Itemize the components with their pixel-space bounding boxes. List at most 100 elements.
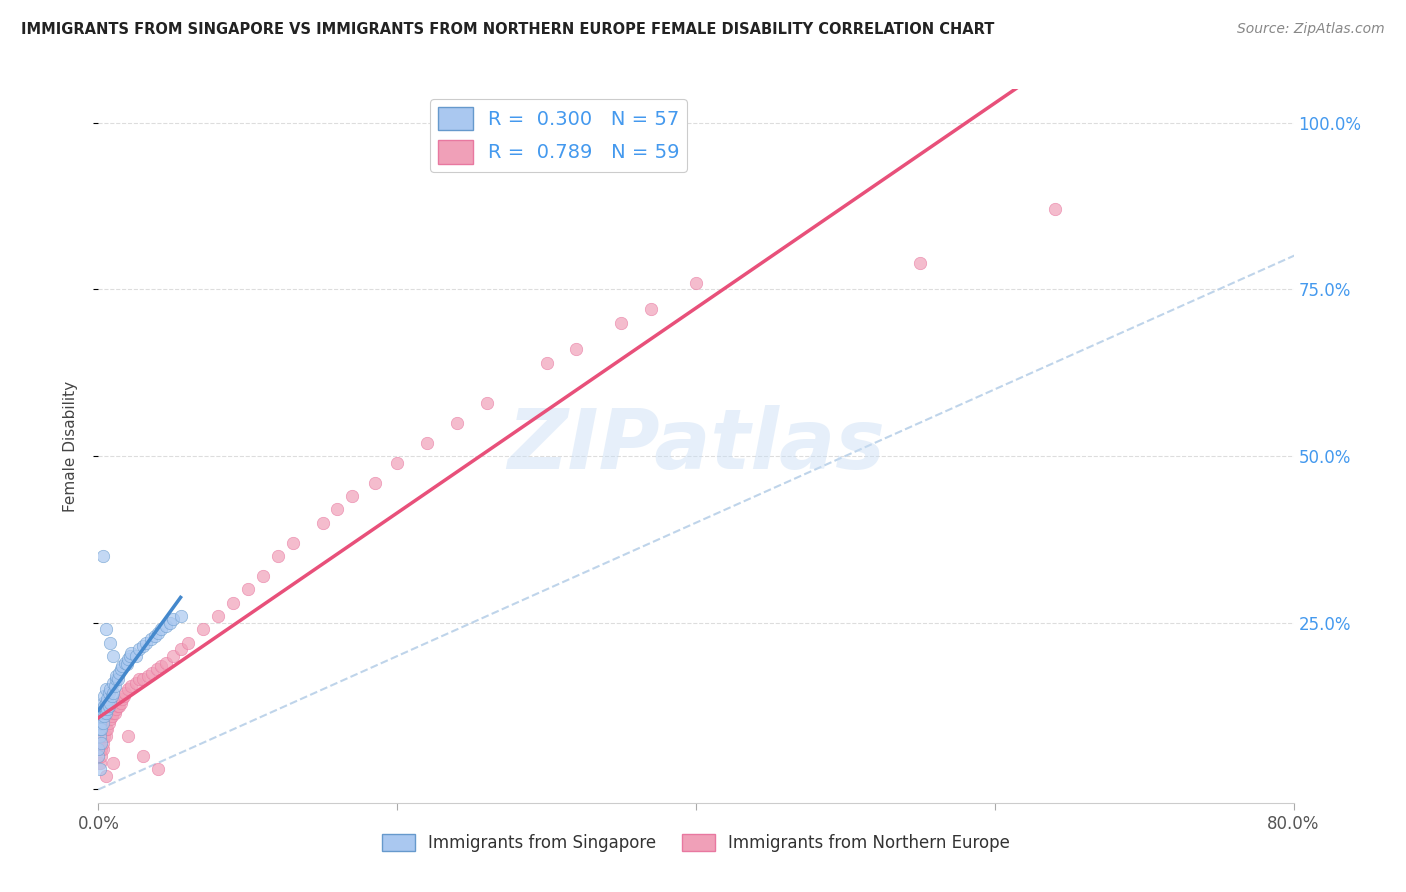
Point [110,696,132,710]
Point [91,742,114,756]
Point [91,706,114,720]
Point [101,689,124,703]
Point [96,723,118,737]
Point [475,395,498,409]
Point [111,692,134,706]
Point [908,255,931,269]
Point [94,623,117,637]
Point [169,609,191,624]
Point [103,649,125,664]
Point [128,642,150,657]
Point [132,639,155,653]
Point [94,729,117,743]
Point [98,713,122,727]
Text: Source: ZipAtlas.com: Source: ZipAtlas.com [1237,22,1385,37]
Point [222,596,245,610]
Point [97,686,120,700]
Point [94,723,117,737]
Point [94,682,117,697]
Point [94,696,117,710]
Point [94,706,117,720]
Point [105,702,128,716]
Point [191,623,214,637]
Point [236,582,259,597]
Point [105,669,128,683]
Point [103,756,125,770]
Point [98,636,122,650]
Point [90,702,112,716]
Point [118,649,141,664]
Point [281,535,304,549]
Point [565,343,588,357]
Point [117,729,139,743]
Point [610,316,633,330]
Point [148,763,170,777]
Point [120,679,142,693]
Point [114,686,136,700]
Point [101,709,124,723]
Text: ZIPatlas: ZIPatlas [508,406,884,486]
Point [90,723,112,737]
Point [364,475,387,490]
Point [98,682,122,697]
Point [150,659,173,673]
Point [103,675,125,690]
Point [117,682,139,697]
Point [93,709,115,723]
Point [89,763,111,777]
Point [125,675,148,690]
Point [93,699,115,714]
Point [107,699,129,714]
Point [128,673,150,687]
Point [89,756,111,770]
Point [87,749,110,764]
Point [311,516,333,530]
Point [536,356,558,370]
Point [110,662,132,676]
Point [155,656,177,670]
Point [91,696,114,710]
Point [98,696,122,710]
Point [446,416,468,430]
Point [132,673,155,687]
Point [169,642,191,657]
Point [89,709,111,723]
Point [125,649,148,664]
Point [103,686,125,700]
Point [143,629,166,643]
Point [135,636,157,650]
Point [155,619,177,633]
Point [96,702,118,716]
Point [252,569,274,583]
Point [96,692,118,706]
Point [108,699,131,714]
Point [94,769,117,783]
Point [87,742,110,756]
Point [89,723,111,737]
Point [91,736,114,750]
Point [1043,202,1066,217]
Point [120,646,142,660]
Legend: Immigrants from Singapore, Immigrants from Northern Europe: Immigrants from Singapore, Immigrants fr… [375,827,1017,859]
Point [112,689,135,703]
Point [103,706,125,720]
Point [207,609,229,624]
Text: IMMIGRANTS FROM SINGAPORE VS IMMIGRANTS FROM NORTHERN EUROPE FEMALE DISABILITY C: IMMIGRANTS FROM SINGAPORE VS IMMIGRANTS … [21,22,994,37]
Point [90,749,112,764]
Point [89,715,111,730]
Point [89,729,111,743]
Point [91,549,114,563]
Point [105,673,128,687]
Point [385,456,409,470]
Point [640,302,662,317]
Point [117,652,139,666]
Point [90,742,112,756]
Point [141,665,163,680]
Point [159,615,181,630]
Point [162,612,184,626]
Point [104,679,127,693]
Point [90,709,112,723]
Point [97,699,120,714]
Point [132,749,155,764]
Point [150,623,173,637]
